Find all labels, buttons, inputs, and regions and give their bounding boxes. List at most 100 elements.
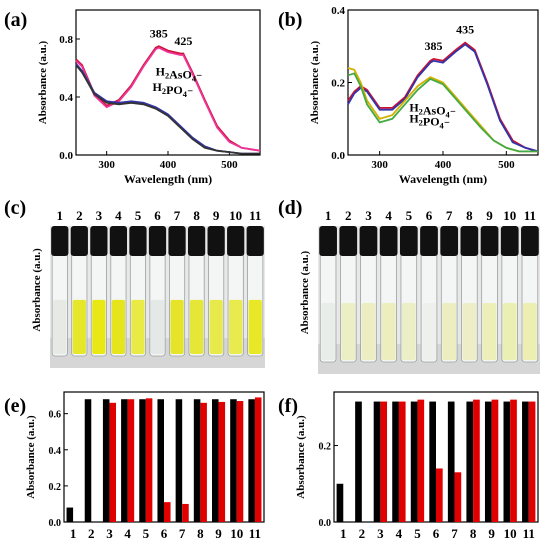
bar-2 xyxy=(109,402,116,522)
bar-1 xyxy=(429,401,436,522)
vial-cap xyxy=(129,226,147,256)
y-axis-label: Absorbance (a.u.) xyxy=(309,40,321,124)
series-line-2 xyxy=(347,43,539,153)
bar-2 xyxy=(528,401,536,522)
category-label: 3 xyxy=(106,526,113,541)
y-tick-label: 0.2 xyxy=(331,78,345,90)
vial-liquid xyxy=(189,299,204,354)
vial-liquid xyxy=(209,299,223,354)
peak-label: 385 xyxy=(425,39,443,53)
y-tick-label: 0.2 xyxy=(49,482,62,493)
panel-label-a: (a) xyxy=(4,9,27,31)
bar-1 xyxy=(121,399,128,522)
y-tick-label: 0.2 xyxy=(319,442,332,453)
vial-liquid xyxy=(341,302,356,360)
tube-number: 9 xyxy=(213,208,220,223)
vial-liquid xyxy=(502,302,517,360)
vial-cap xyxy=(70,226,88,256)
vial-liquid xyxy=(131,299,145,354)
species-label: H2AsO4⁻ xyxy=(409,101,456,121)
bar-2 xyxy=(164,502,171,522)
bar-1 xyxy=(355,401,362,522)
bar-2 xyxy=(417,399,425,522)
bar-2 xyxy=(510,399,517,522)
category-label: 5 xyxy=(143,526,150,541)
chart-e-bars: 0.0 0.2 0.4 0.6 Absorbance (a.u.) 1 2 3 4 5 6 7 8 9 10… xyxy=(25,391,265,541)
tube-number: 6 xyxy=(426,208,433,223)
category-label: 6 xyxy=(161,526,168,541)
bar-2 xyxy=(200,402,207,522)
category-label: 9 xyxy=(215,526,222,541)
vial-liquid xyxy=(170,299,184,354)
category-label: 10 xyxy=(504,526,517,541)
vial-cap xyxy=(399,226,418,256)
bar-2 xyxy=(473,399,480,522)
species-label: H2PO4⁻ xyxy=(409,111,450,131)
vial-cap xyxy=(319,226,337,256)
category-label: 11 xyxy=(523,526,535,541)
y-tick-label: 0.8 xyxy=(59,34,73,46)
tube-number: 2 xyxy=(76,208,83,223)
tube-number: 5 xyxy=(135,208,142,223)
tube-number: 11 xyxy=(249,208,261,223)
bar-2 xyxy=(254,397,262,522)
bar-1 xyxy=(392,401,399,522)
vial-cap xyxy=(90,226,108,256)
bar-1 xyxy=(410,401,418,522)
x-tick-label: 300 xyxy=(371,159,388,171)
tube-number: 1 xyxy=(325,208,332,223)
category-label: 4 xyxy=(124,526,131,541)
category-label: 1 xyxy=(70,526,77,541)
vial-liquid xyxy=(381,302,396,360)
bar-2 xyxy=(182,503,189,522)
tube-number: 5 xyxy=(406,208,413,223)
x-tick-label: 400 xyxy=(435,159,452,171)
y-tick-label: 0.6 xyxy=(49,410,62,421)
vial-cap xyxy=(359,226,378,256)
vial-cap xyxy=(246,226,264,256)
tube-number: 9 xyxy=(486,208,493,223)
vial-cap xyxy=(187,226,206,256)
panel-label-d: (d) xyxy=(278,197,302,219)
x-axis-label: Wavelength (nm) xyxy=(399,172,487,186)
tube-number: 11 xyxy=(524,208,536,223)
species-label: H2PO4⁻ xyxy=(153,80,194,100)
tube-number: 2 xyxy=(345,208,352,223)
vial-liquid xyxy=(442,302,457,360)
category-label: 8 xyxy=(470,526,477,541)
bar-1 xyxy=(447,401,455,522)
x-tick-label: 300 xyxy=(98,159,115,171)
y-tick-label: 0.4 xyxy=(49,446,62,457)
vial-liquid xyxy=(401,302,416,360)
tube-number: 3 xyxy=(96,208,103,223)
vial-liquid xyxy=(523,302,537,360)
bar-1 xyxy=(484,401,492,522)
tube-number: 6 xyxy=(154,208,161,223)
bar-1 xyxy=(503,401,511,522)
tube-number: 4 xyxy=(385,208,392,223)
category-label: 2 xyxy=(359,526,366,541)
category-label: 4 xyxy=(396,526,403,541)
y-tick-label: 0.0 xyxy=(49,518,62,529)
bar-2 xyxy=(398,401,406,522)
tube-number: 3 xyxy=(365,208,372,223)
series-line-1 xyxy=(75,45,261,152)
vial-cap xyxy=(339,226,358,256)
chart-a-spectra: 300 400 500 0.0 0.4 0.8 Wavelength (nm) Absorba… xyxy=(37,9,261,186)
y-axis-label: Absorbance (a.u.) xyxy=(299,251,311,335)
vial-cap xyxy=(148,226,167,256)
vial-cap xyxy=(440,226,459,256)
category-label: 3 xyxy=(377,526,384,541)
category-label: 11 xyxy=(249,526,261,541)
bar-1 xyxy=(157,399,164,522)
chart-f-bars: 0.0 0.2 Absorbance (a.u.) 1 2 3 4 5 6 7 8 9 10 11 xyxy=(295,391,539,541)
y-tick-label: 0.0 xyxy=(331,150,345,162)
tube-number: 10 xyxy=(503,208,516,223)
vial-cap xyxy=(109,226,128,256)
vial-liquid xyxy=(248,299,262,354)
tube-number: 8 xyxy=(466,208,473,223)
x-axis-label: Wavelength (nm) xyxy=(124,172,212,186)
bar-1 xyxy=(84,399,92,522)
bar-1 xyxy=(212,399,219,522)
vial-liquid xyxy=(92,299,106,354)
